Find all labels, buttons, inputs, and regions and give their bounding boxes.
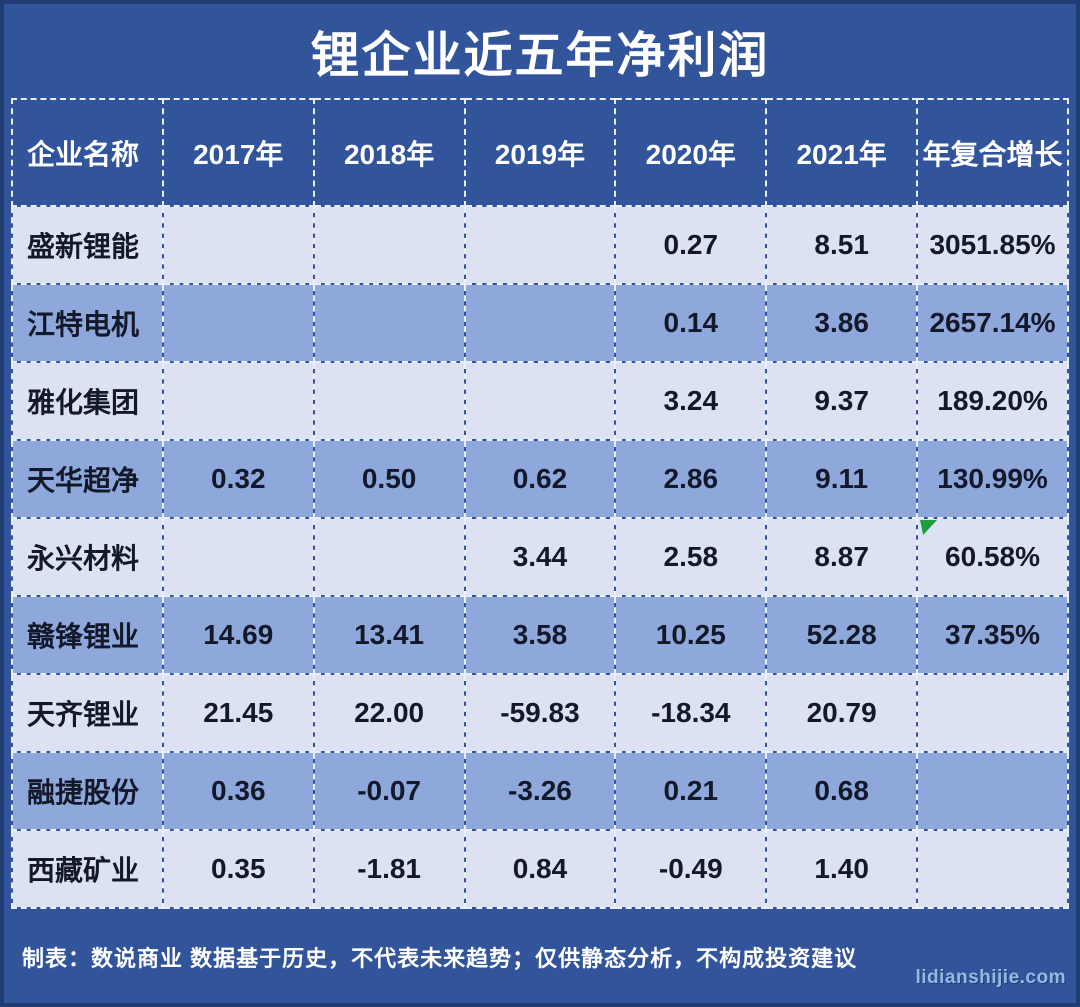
value-cell <box>463 361 617 441</box>
header-company-name: 企业名称 <box>11 98 164 207</box>
value-cell: 3.24 <box>614 361 768 441</box>
value-cell <box>312 517 466 597</box>
value-cell: 52.28 <box>765 595 919 675</box>
value-cell: 60.58% <box>916 517 1069 597</box>
green-corner-triangle-icon <box>920 520 938 535</box>
value-cell: 2657.14% <box>916 283 1069 363</box>
value-cell: 0.68 <box>765 751 919 831</box>
table-row: 西藏矿业 0.35 -1.81 0.84 -0.49 1.40 <box>11 829 1069 909</box>
value-cell: 0.32 <box>161 439 315 519</box>
value-cell: 0.62 <box>463 439 617 519</box>
value-cell: -18.34 <box>614 673 768 753</box>
footer-note: 制表：数说商业 数据基于历史，不代表未来趋势；仅供静态分析，不构成投资建议 <box>22 946 858 971</box>
value-cell <box>916 751 1069 831</box>
value-cell <box>161 361 315 441</box>
value-cell <box>916 829 1069 909</box>
value-cell: 37.35% <box>916 595 1069 675</box>
value-cell: 3.58 <box>463 595 617 675</box>
company-name-cell: 雅化集团 <box>11 361 164 441</box>
header-cell: 年复合增长 <box>916 98 1069 207</box>
value-cell <box>161 517 315 597</box>
value-cell: 9.11 <box>765 439 919 519</box>
value-cell: 0.35 <box>161 829 315 909</box>
value-cell: 2.86 <box>614 439 768 519</box>
table-row: 雅化集团 3.24 9.37 189.20% <box>11 361 1069 441</box>
value-cell: 0.50 <box>312 439 466 519</box>
value-cell: 130.99% <box>916 439 1069 519</box>
value-cell <box>916 673 1069 753</box>
table-row: 永兴材料 3.44 2.58 8.87 60.58% <box>11 517 1069 597</box>
table-row: 天齐锂业 21.45 22.00 -59.83 -18.34 20.79 <box>11 673 1069 753</box>
company-name-cell: 江特电机 <box>11 283 164 363</box>
value-cell: 21.45 <box>161 673 315 753</box>
value-cell: 0.27 <box>614 205 768 285</box>
table-row: 融捷股份 0.36 -0.07 -3.26 0.21 0.68 <box>11 751 1069 831</box>
value-cell: 3.44 <box>463 517 617 597</box>
value-cell: 0.36 <box>161 751 315 831</box>
value-cell: 20.79 <box>765 673 919 753</box>
value-cell: 14.69 <box>161 595 315 675</box>
company-name-cell: 永兴材料 <box>11 517 164 597</box>
value-cell: 8.51 <box>765 205 919 285</box>
value-cell <box>312 283 466 363</box>
header-cell: 2020年 <box>614 98 768 207</box>
page-title: 锂企业近五年净利润 <box>310 28 770 83</box>
value-cell: -0.07 <box>312 751 466 831</box>
value-cell: -59.83 <box>463 673 617 753</box>
value-cell: 3.86 <box>765 283 919 363</box>
company-name-cell: 天齐锂业 <box>11 673 164 753</box>
value-cell <box>161 205 315 285</box>
profit-table: 企业名称 2017年 2018年 2019年 2020年 2021年 年复合增长 盛新锂能 0… <box>11 98 1069 909</box>
table-row: 赣锋锂业 14.69 13.41 3.58 10.25 52.28 37.35% <box>11 595 1069 675</box>
company-name-cell: 西藏矿业 <box>11 829 164 909</box>
value-cell: 13.41 <box>312 595 466 675</box>
value-cell <box>463 205 617 285</box>
header-cell: 2019年 <box>463 98 617 207</box>
value-cell: 3051.85% <box>916 205 1069 285</box>
table-row: 江特电机 0.14 3.86 2657.14% <box>11 283 1069 363</box>
value-cell: 0.14 <box>614 283 768 363</box>
value-cell: 1.40 <box>765 829 919 909</box>
company-name-cell: 赣锋锂业 <box>11 595 164 675</box>
header-cell: 2021年 <box>765 98 919 207</box>
value-cell: 0.21 <box>614 751 768 831</box>
value-cell: 8.87 <box>765 517 919 597</box>
header-cell: 2017年 <box>161 98 315 207</box>
header-row: 企业名称 2017年 2018年 2019年 2020年 2021年 年复合增长 <box>11 98 1069 207</box>
value-cell: 189.20% <box>916 361 1069 441</box>
value-cell <box>312 205 466 285</box>
table-row: 天华超净 0.32 0.50 0.62 2.86 9.11 130.99% <box>11 439 1069 519</box>
value-cell: 2.58 <box>614 517 768 597</box>
value-cell: -3.26 <box>463 751 617 831</box>
value-cell: -1.81 <box>312 829 466 909</box>
value-cell: 0.84 <box>463 829 617 909</box>
header-cell: 2018年 <box>312 98 466 207</box>
value-cell <box>312 361 466 441</box>
value-cell <box>161 283 315 363</box>
value-cell <box>463 283 617 363</box>
company-name-cell: 天华超净 <box>11 439 164 519</box>
watermark: lidianshijie.com <box>915 967 1066 988</box>
company-name-cell: 盛新锂能 <box>11 205 164 285</box>
value-cell: 10.25 <box>614 595 768 675</box>
company-name-cell: 融捷股份 <box>11 751 164 831</box>
value-cell: 9.37 <box>765 361 919 441</box>
value-cell: 22.00 <box>312 673 466 753</box>
table-row: 盛新锂能 0.27 8.51 3051.85% <box>11 205 1069 285</box>
value-cell: -0.49 <box>614 829 768 909</box>
table-body: 盛新锂能 0.27 8.51 3051.85% 江特电机 0.14 3.86 2657.14%… <box>11 205 1069 909</box>
